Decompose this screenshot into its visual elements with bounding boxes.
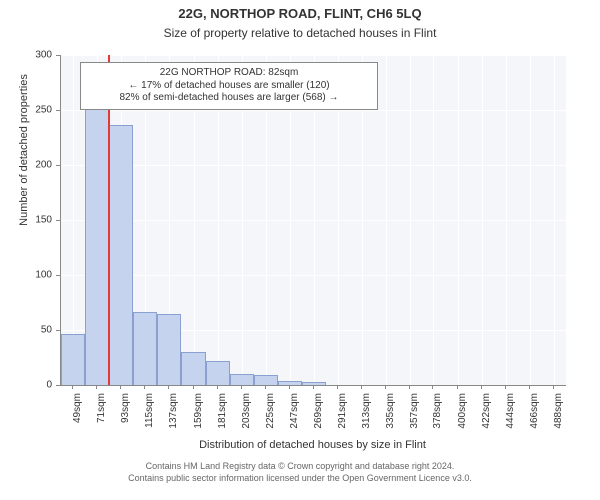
chart-title-sub: Size of property relative to detached ho…	[0, 26, 600, 40]
histogram-bar	[206, 361, 230, 385]
x-tick-label: 203sqm	[241, 393, 252, 443]
x-tick-label: 357sqm	[409, 393, 420, 443]
annotation-line: ← 17% of detached houses are smaller (12…	[89, 80, 369, 93]
x-tick-mark	[120, 385, 121, 389]
grid-line-v	[530, 55, 531, 385]
x-tick-mark	[481, 385, 482, 389]
chart-title-address: 22G, NORTHOP ROAD, FLINT, CH6 5LQ	[0, 6, 600, 21]
x-tick-mark	[217, 385, 218, 389]
x-tick-mark	[289, 385, 290, 389]
x-tick-label: 225sqm	[265, 393, 276, 443]
x-tick-label: 444sqm	[505, 393, 516, 443]
x-tick-label: 422sqm	[481, 393, 492, 443]
y-tick-label: 300	[20, 50, 52, 61]
histogram-bar	[157, 314, 181, 386]
x-tick-label: 93sqm	[120, 393, 131, 443]
x-tick-mark	[337, 385, 338, 389]
annotation-box: 22G NORTHOP ROAD: 82sqm← 17% of detached…	[80, 62, 378, 110]
x-tick-mark	[361, 385, 362, 389]
x-tick-mark	[529, 385, 530, 389]
attribution-line: Contains HM Land Registry data © Crown c…	[0, 461, 600, 473]
grid-line-v	[433, 55, 434, 385]
grid-line-v	[410, 55, 411, 385]
x-tick-label: 49sqm	[72, 393, 83, 443]
annotation-line: 22G NORTHOP ROAD: 82sqm	[89, 67, 369, 80]
y-tick-mark	[56, 330, 60, 331]
x-tick-mark	[144, 385, 145, 389]
x-tick-mark	[409, 385, 410, 389]
x-tick-label: 400sqm	[457, 393, 468, 443]
x-tick-label: 291sqm	[337, 393, 348, 443]
y-tick-mark	[56, 55, 60, 56]
x-tick-label: 71sqm	[96, 393, 107, 443]
histogram-bar	[181, 352, 205, 385]
x-tick-mark	[72, 385, 73, 389]
x-tick-label: 488sqm	[553, 393, 564, 443]
x-tick-mark	[265, 385, 266, 389]
annotation-line: 82% of semi-detached houses are larger (…	[89, 92, 369, 105]
y-tick-label: 0	[20, 380, 52, 391]
histogram-bar	[254, 375, 278, 385]
grid-line-v	[458, 55, 459, 385]
x-tick-label: 378sqm	[432, 393, 443, 443]
x-tick-label: 159sqm	[193, 393, 204, 443]
histogram-bar	[85, 77, 109, 385]
y-axis-label: Number of detached properties	[18, 0, 30, 315]
x-tick-mark	[432, 385, 433, 389]
attribution-line: Contains public sector information licen…	[0, 473, 600, 485]
x-tick-mark	[313, 385, 314, 389]
y-tick-mark	[56, 385, 60, 386]
x-tick-label: 269sqm	[313, 393, 324, 443]
y-tick-label: 100	[20, 270, 52, 281]
x-tick-mark	[168, 385, 169, 389]
x-tick-mark	[457, 385, 458, 389]
y-tick-mark	[56, 165, 60, 166]
y-tick-mark	[56, 220, 60, 221]
x-tick-mark	[193, 385, 194, 389]
y-tick-label: 250	[20, 105, 52, 116]
figure-root: 22G, NORTHOP ROAD, FLINT, CH6 5LQ Size o…	[0, 0, 600, 500]
x-tick-label: 115sqm	[144, 393, 155, 443]
x-tick-mark	[505, 385, 506, 389]
grid-line-v	[482, 55, 483, 385]
x-tick-label: 247sqm	[289, 393, 300, 443]
y-tick-mark	[56, 110, 60, 111]
histogram-bar	[61, 334, 85, 385]
grid-line-v	[554, 55, 555, 385]
y-tick-label: 50	[20, 325, 52, 336]
y-tick-label: 200	[20, 160, 52, 171]
histogram-bar	[278, 381, 302, 385]
x-tick-label: 466sqm	[529, 393, 540, 443]
x-tick-label: 313sqm	[361, 393, 372, 443]
x-tick-mark	[553, 385, 554, 389]
attribution-text: Contains HM Land Registry data © Crown c…	[0, 461, 600, 484]
x-tick-label: 335sqm	[385, 393, 396, 443]
x-tick-mark	[241, 385, 242, 389]
x-tick-label: 181sqm	[217, 393, 228, 443]
y-tick-mark	[56, 275, 60, 276]
x-tick-mark	[96, 385, 97, 389]
y-tick-label: 150	[20, 215, 52, 226]
histogram-bar	[230, 374, 254, 385]
histogram-bar	[133, 312, 157, 385]
grid-line-v	[386, 55, 387, 385]
histogram-bar	[109, 125, 133, 385]
x-tick-mark	[385, 385, 386, 389]
x-tick-label: 137sqm	[168, 393, 179, 443]
grid-line-v	[506, 55, 507, 385]
